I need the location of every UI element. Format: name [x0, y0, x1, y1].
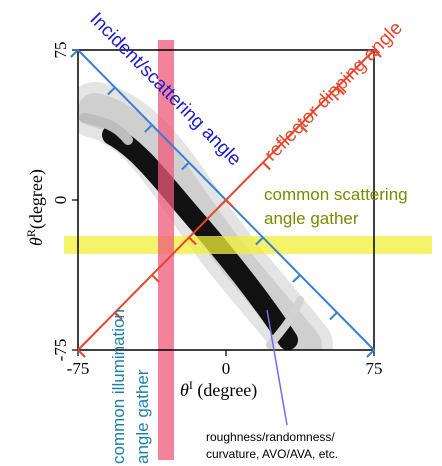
incident-axis-tick	[70, 49, 79, 58]
x-axis-label: θI (degree)	[180, 378, 257, 401]
incident-axis-tick	[255, 236, 264, 246]
x-tick-label-max: 75	[366, 359, 383, 378]
y-axis-label: θR(degree)	[24, 169, 47, 246]
scattering-gather-label-line2: angle gather	[264, 209, 359, 228]
annotation-line2: curvature, AVO/AVA, etc.	[206, 447, 338, 461]
reflector-axis-tick	[299, 124, 308, 133]
scattering-angle-gather-band	[64, 236, 432, 254]
incident-axis-tick	[107, 86, 116, 96]
reflector-axis-tick	[188, 236, 197, 246]
y-tick-label-min: -75	[51, 339, 70, 362]
incident-axis-tick	[144, 124, 153, 133]
annotation-line1: roughness/randomness/	[206, 430, 335, 444]
x-tick-label-mid: 0	[222, 359, 231, 378]
reflector-axis-tick	[336, 86, 345, 96]
illumination-gather-label-line1: common illumination	[109, 309, 128, 464]
incident-axis-tick	[181, 161, 190, 171]
illumination-angle-gather-band	[158, 40, 174, 460]
annotation-pointer-line	[266, 309, 288, 426]
y-tick-label-max: 75	[51, 42, 70, 59]
reflector-axis-tick	[77, 349, 86, 358]
incident-axis-tick	[329, 311, 338, 321]
reflector-axis-tick	[262, 161, 271, 171]
y-axis-symbol: θ	[26, 237, 46, 246]
incident-axis-tick	[366, 349, 375, 358]
reflector-axis-tick	[114, 311, 123, 321]
x-tick-label-min: -75	[67, 359, 90, 378]
illumination-gather-label-line2: angle gather	[133, 369, 152, 464]
x-axis-superscript: I	[189, 378, 193, 392]
x-axis-unit: (degree)	[193, 380, 257, 401]
reflector-axis-tick	[373, 49, 382, 58]
reflector-angle-axis	[77, 49, 382, 358]
reflector-axis-tick	[151, 274, 160, 283]
y-tick-label-mid: 0	[51, 196, 70, 205]
x-axis-symbol: θ	[180, 380, 189, 400]
y-axis-superscript: R	[24, 229, 38, 237]
incident-axis-tick	[292, 274, 301, 283]
reflector-axis-tick	[225, 199, 234, 208]
scattering-gather-label-line1: common scattering	[264, 185, 408, 204]
y-axis-unit: (degree)	[26, 169, 47, 229]
